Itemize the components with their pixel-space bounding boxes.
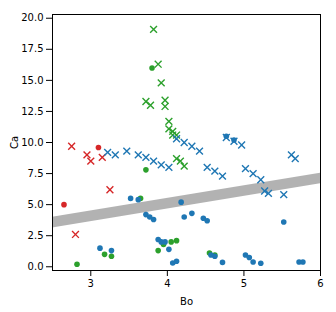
svg-text:4: 4: [164, 278, 170, 289]
svg-text:17.5: 17.5: [21, 43, 43, 54]
svg-text:20.0: 20.0: [21, 12, 43, 23]
svg-text:0.0: 0.0: [28, 261, 44, 272]
svg-text:3: 3: [88, 278, 94, 289]
svg-text:5: 5: [241, 278, 247, 289]
svg-text:Bo: Bo: [180, 296, 193, 307]
svg-text:15.0: 15.0: [21, 75, 43, 86]
svg-text:5.0: 5.0: [28, 199, 44, 210]
svg-text:6: 6: [317, 278, 323, 289]
svg-text:7.5: 7.5: [28, 168, 44, 179]
svg-text:Ca: Ca: [9, 136, 20, 149]
svg-text:10.0: 10.0: [21, 137, 43, 148]
svg-text:2.5: 2.5: [28, 230, 44, 241]
svg-text:12.5: 12.5: [21, 106, 43, 117]
